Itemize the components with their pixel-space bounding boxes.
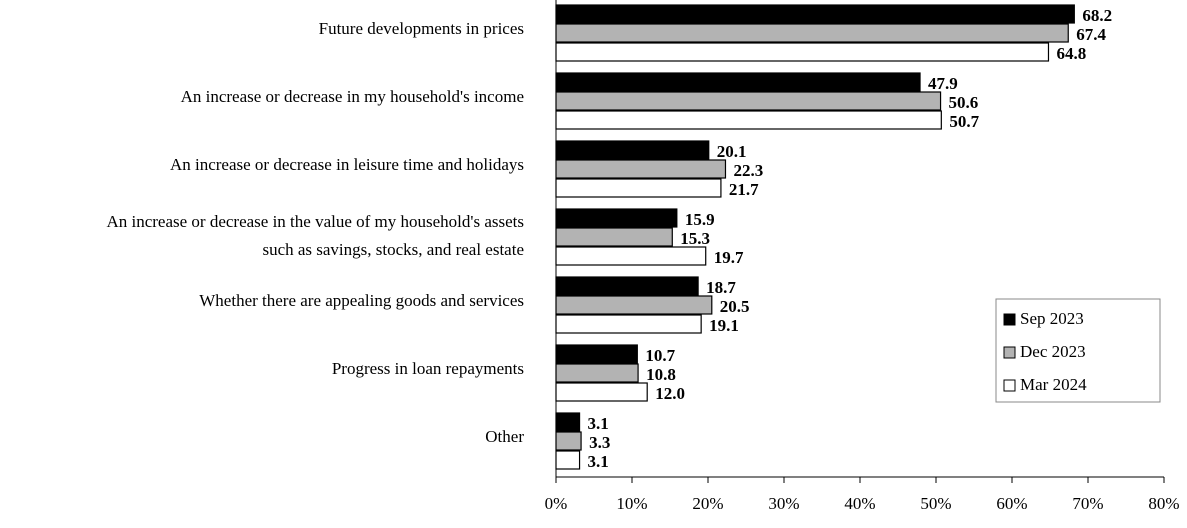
legend: Sep 2023 Dec 2023 Mar 2024 xyxy=(995,298,1161,403)
legend-swatch xyxy=(1003,379,1016,392)
bar xyxy=(555,91,942,111)
value-label: 50.6 xyxy=(949,93,979,112)
bar xyxy=(555,72,921,92)
value-label: 10.8 xyxy=(646,365,676,384)
value-label: 68.2 xyxy=(1082,6,1112,25)
legend-box xyxy=(995,298,1161,403)
bar xyxy=(555,314,702,334)
bar xyxy=(555,412,581,432)
value-label: 19.1 xyxy=(709,316,739,335)
legend-swatch xyxy=(1003,346,1016,359)
value-label: 22.3 xyxy=(733,161,763,180)
bar xyxy=(555,246,707,266)
bar xyxy=(555,110,942,130)
bar xyxy=(555,23,1069,43)
value-label: 20.1 xyxy=(717,142,747,161)
x-tick-label: 80% xyxy=(1148,494,1179,513)
category-label: such as savings, stocks, and real estate xyxy=(262,240,524,259)
x-tick-label: 10% xyxy=(616,494,647,513)
category-label: Progress in loan repayments xyxy=(332,359,524,378)
value-label: 3.3 xyxy=(589,433,610,452)
category-label: An increase or decrease in leisure time … xyxy=(170,155,524,174)
bar xyxy=(555,4,1075,24)
value-label: 67.4 xyxy=(1076,25,1106,44)
bar xyxy=(555,363,639,383)
value-label: 10.7 xyxy=(645,346,675,365)
category-label: Future developments in prices xyxy=(319,19,524,38)
category-label: An increase or decrease in the value of … xyxy=(106,212,524,231)
value-label: 64.8 xyxy=(1056,44,1086,63)
x-tick-label: 0% xyxy=(545,494,568,513)
value-label: 50.7 xyxy=(949,112,979,131)
legend-swatch xyxy=(1003,313,1016,326)
value-label: 12.0 xyxy=(655,384,685,403)
bar xyxy=(555,159,727,179)
value-label: 15.3 xyxy=(680,229,710,248)
value-label: 15.9 xyxy=(685,210,715,229)
legend-label: Mar 2024 xyxy=(1020,375,1087,394)
legend-label: Dec 2023 xyxy=(1020,342,1086,361)
bar xyxy=(555,208,678,228)
value-label: 18.7 xyxy=(706,278,736,297)
bar xyxy=(555,295,713,315)
bar xyxy=(555,382,648,402)
bar xyxy=(555,178,722,198)
value-label: 3.1 xyxy=(588,414,609,433)
bar xyxy=(555,450,581,470)
x-tick-label: 50% xyxy=(920,494,951,513)
bar xyxy=(555,42,1050,62)
x-tick-label: 40% xyxy=(844,494,875,513)
bar xyxy=(555,276,699,296)
x-tick-label: 30% xyxy=(768,494,799,513)
x-tick-label: 20% xyxy=(692,494,723,513)
legend-label: Sep 2023 xyxy=(1020,309,1084,328)
bar xyxy=(555,140,710,160)
value-label: 20.5 xyxy=(720,297,750,316)
x-tick-label: 70% xyxy=(1072,494,1103,513)
value-label: 21.7 xyxy=(729,180,759,199)
category-label: An increase or decrease in my household'… xyxy=(181,87,524,106)
category-label: Other xyxy=(485,427,524,446)
bar xyxy=(555,227,673,247)
x-tick-label: 60% xyxy=(996,494,1027,513)
bar xyxy=(555,431,582,451)
bar xyxy=(555,344,638,364)
value-label: 47.9 xyxy=(928,74,958,93)
category-label: Whether there are appealing goods and se… xyxy=(199,291,524,310)
value-label: 19.7 xyxy=(714,248,744,267)
value-label: 3.1 xyxy=(588,452,609,471)
